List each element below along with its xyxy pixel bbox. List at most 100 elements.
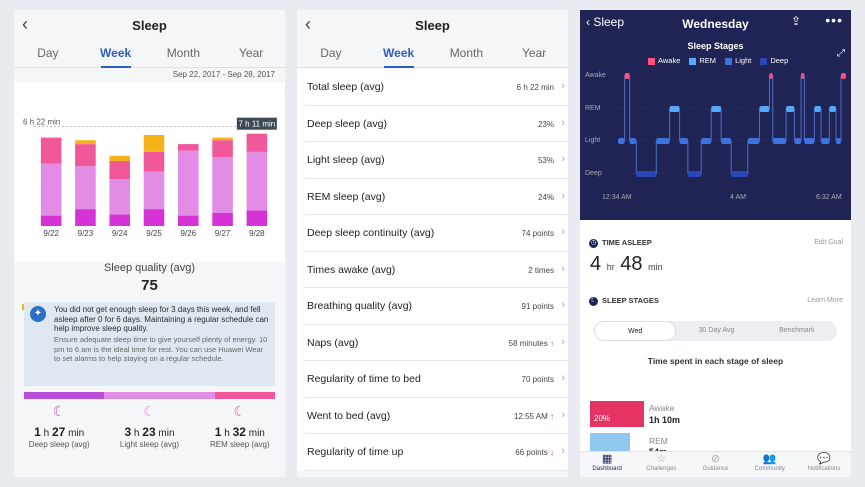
bar-deep-sleep-9-25[interactable] [143, 209, 165, 226]
tab-year[interactable]: Year [239, 46, 264, 60]
tab-guidance[interactable]: ⊘ Guidance [688, 452, 742, 477]
bar-light-sleep-9-28[interactable] [246, 151, 268, 211]
sleep-stages-section-header: ☾ SLEEP STAGES [589, 296, 659, 306]
segment-30-day-avg[interactable]: 30 Day Avg [698, 327, 735, 334]
bar-light-sleep-9-24[interactable] [109, 179, 130, 215]
stage-legend-label: Deep [770, 56, 789, 65]
metric-label: Breathing quality (avg) [307, 300, 413, 312]
period-tabs: Day Week Month Year [14, 40, 285, 68]
metric-row[interactable]: Deep sleep continuity (avg) 74 points › [305, 215, 568, 252]
bar-awake-9-27[interactable] [212, 137, 233, 141]
share-icon[interactable]: ⇪ [791, 14, 802, 28]
page-title: Sleep [415, 18, 450, 33]
tab-day[interactable]: Day [320, 46, 342, 60]
metric-label: Regularity of time to bed [307, 373, 421, 385]
bar-rem-sleep-9-22[interactable] [40, 137, 62, 164]
sleep-quality-label: Sleep quality (avg) [103, 262, 196, 274]
metric-row[interactable]: Regularity of time up 66 points ↓ › [305, 434, 568, 471]
advice-card: ✦ You did not get enough sleep for 3 day… [24, 302, 275, 386]
metric-row[interactable]: Light sleep (avg) 53% › [305, 142, 568, 179]
bar-deep-sleep-9-28[interactable] [246, 210, 268, 226]
bar-rem-sleep-9-24[interactable] [109, 161, 130, 180]
metric-value: 2 times [528, 266, 554, 275]
metric-row[interactable]: REM sleep (avg) 24% › [305, 179, 568, 215]
stage-proportion-bar [24, 392, 275, 399]
time-asleep-minutes: 48 [620, 253, 643, 275]
segment-benchmark[interactable]: Benchmark [779, 327, 815, 334]
back-button[interactable]: ‹ [305, 14, 311, 34]
metric-value: 74 points [522, 229, 554, 238]
top-nav: ‹ Sleep [297, 10, 568, 38]
bar-rem-sleep-9-27[interactable] [212, 140, 233, 158]
x-tick-label: 9/23 [78, 229, 94, 238]
metric-label: Total sleep (avg) [307, 81, 385, 93]
bar-light-sleep-9-26[interactable] [178, 150, 199, 216]
metric-row[interactable]: Deep sleep (avg) 23% › [305, 106, 568, 142]
back-button[interactable]: ‹ Sleep [586, 15, 625, 29]
metric-row[interactable]: Times awake (avg) 2 times › [305, 252, 568, 288]
bar-light-sleep-9-27[interactable] [212, 157, 233, 213]
bar-rem-sleep-9-25[interactable] [143, 151, 165, 172]
stage-bar-light [104, 392, 215, 399]
awake-bar[interactable]: 20% [590, 401, 644, 427]
metric-value-text: 24% [537, 192, 554, 202]
tab-notifications[interactable]: 💬 Notifications [797, 452, 851, 477]
tab-week[interactable]: Week [82, 40, 150, 68]
back-button[interactable]: ‹ [22, 14, 28, 34]
tab-label: Guidance [702, 466, 729, 472]
metric-row[interactable]: Naps (avg) 58 minutes ↑ › [305, 325, 568, 361]
learn-more-link[interactable]: Learn More [807, 297, 843, 304]
bar-rem-sleep-9-28[interactable] [246, 133, 268, 152]
hypnogram-segment-light [836, 138, 842, 144]
bar-light-sleep-9-25[interactable] [143, 171, 165, 210]
edit-goal-link[interactable]: Edit Goal [814, 239, 843, 246]
tab-dashboard[interactable]: ▦ Dashboard [580, 452, 634, 477]
segment-wed[interactable]: Wed [594, 321, 677, 341]
bar-deep-sleep-9-24[interactable] [109, 214, 130, 226]
tab-day[interactable]: Day [37, 46, 59, 60]
bar-deep-sleep-9-22[interactable] [40, 215, 62, 226]
metric-value: 53% [538, 156, 554, 165]
bar-deep-sleep-9-26[interactable] [178, 215, 199, 226]
bar-awake-9-23[interactable] [75, 140, 96, 145]
tab-month[interactable]: Month [166, 46, 201, 60]
hours-unit: hr [606, 262, 615, 272]
bar-deep-sleep-9-27[interactable] [212, 213, 233, 226]
bar-rem-sleep-9-23[interactable] [75, 144, 96, 167]
bar-deep-sleep-9-23[interactable] [75, 209, 96, 226]
hypnogram-segment-rem [759, 106, 770, 112]
tab-challenges[interactable]: ☆ Challenges [634, 452, 688, 477]
metric-row[interactable]: Total sleep (avg) 6 h 22 min › [305, 69, 568, 106]
tab-week[interactable]: Week [365, 40, 433, 68]
metric-row[interactable]: Went to bed (avg) 12:55 AM ↑ › [305, 398, 568, 434]
hypnogram-segment-light [721, 138, 732, 144]
hypnogram-segment-rem [669, 106, 680, 112]
expand-icon[interactable]: ⤢ [837, 48, 845, 59]
bar-rem-sleep-9-26[interactable] [178, 144, 199, 151]
tab-year[interactable]: Year [522, 46, 547, 60]
more-icon[interactable]: ••• [825, 12, 843, 28]
stat-label: Deep sleep (avg) [28, 440, 90, 449]
metric-label: REM sleep (avg) [307, 190, 386, 203]
lightbulb-icon: ✦ [30, 306, 46, 322]
stage-stats: ☾ 1 h 27 min Deep sleep (avg) ☾ 3 h 23 m… [14, 402, 285, 462]
moon-icon: ☾ [52, 403, 66, 419]
chevron-right-icon: › [561, 189, 565, 202]
tab-community[interactable]: 👥 Community [743, 452, 797, 477]
metric-row[interactable]: Regularity of time to bed 70 points › [305, 361, 568, 398]
chevron-right-icon: › [561, 262, 565, 275]
metric-row[interactable]: Breathing quality (avg) 91 points › [305, 288, 568, 325]
awake-label: Awake [649, 403, 675, 413]
tab-month[interactable]: Month [449, 46, 484, 60]
bar-awake-9-24[interactable] [109, 155, 130, 161]
bar-light-sleep-9-22[interactable] [40, 163, 62, 216]
bottom-tab-bar: ▦ Dashboard ☆ Challenges ⊘ Guidance 👥 Community… [580, 451, 851, 477]
bar-light-sleep-9-23[interactable] [75, 166, 96, 210]
stage-legend-swatch [725, 57, 733, 65]
tab-label: Dashboard [592, 466, 622, 472]
bar-awake-9-25[interactable] [143, 135, 165, 152]
chevron-right-icon: › [561, 299, 565, 311]
stage-legend-item: Deep [760, 56, 788, 65]
sleep-bar-chart-svg: 6 h 22 min 9/22 9/23 9/24 9/25 9/26 9/27 9/28 7 … [23, 118, 277, 238]
sleep-stages-header: ‹ Sleep Wednesday ⇪ ••• Sleep Stages ⤢ A… [580, 10, 851, 220]
